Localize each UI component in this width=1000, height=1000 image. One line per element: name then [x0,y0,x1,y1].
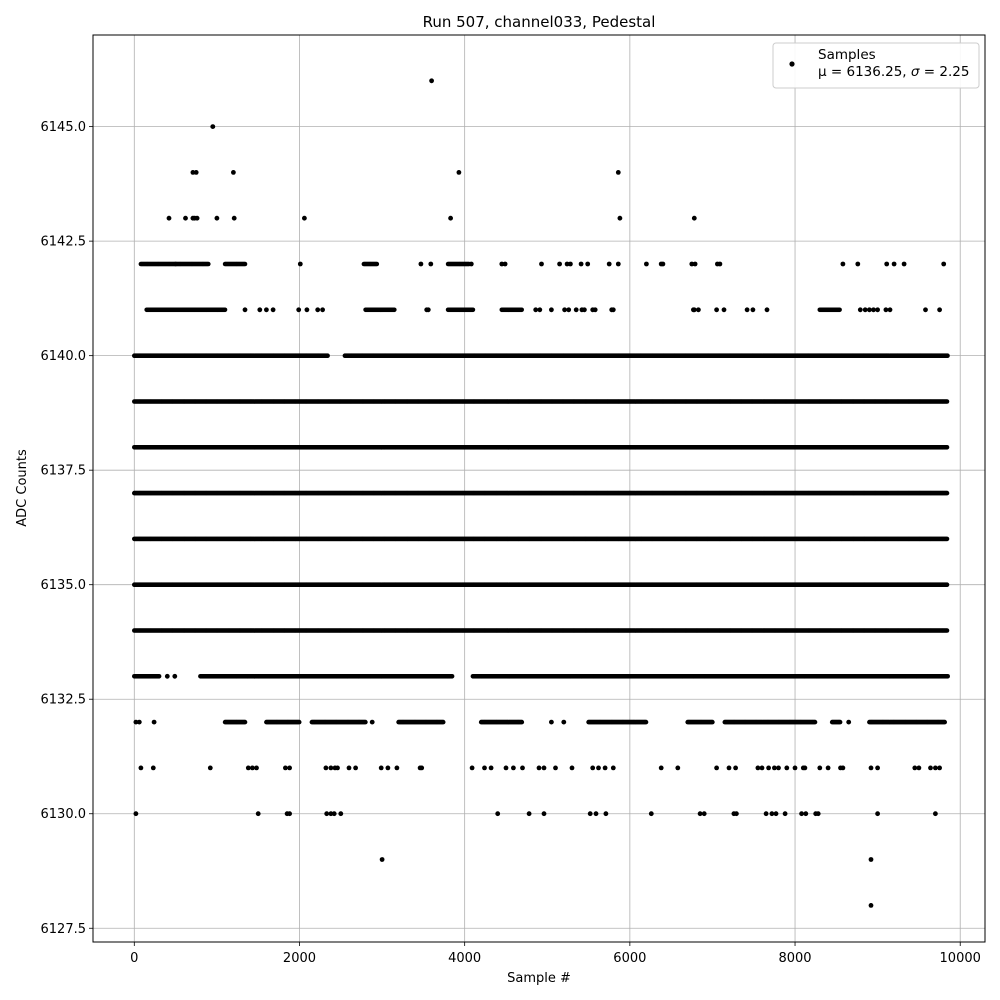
data-point [944,399,950,404]
chart-title: Run 507, channel033, Pedestal [423,13,656,31]
data-point [944,445,950,450]
data-point [944,490,950,496]
data-point [944,628,950,633]
data-point [944,582,950,587]
data-point [944,536,950,542]
data-points [132,78,950,908]
